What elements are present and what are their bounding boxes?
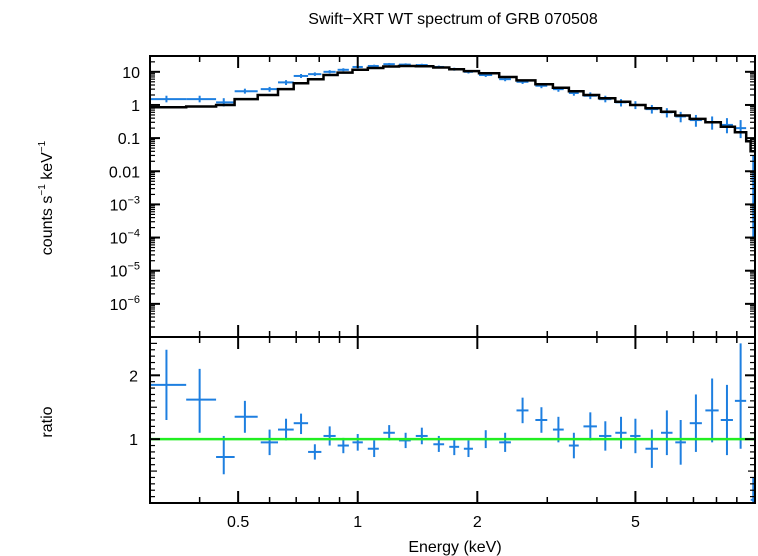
ratio-point-12 [383, 425, 395, 441]
ratio-point-17 [463, 440, 473, 458]
x-tick-label-2: 2 [473, 514, 482, 531]
spectrum-y-tick-label-base-5: 10 [110, 231, 128, 248]
ratio-point-34 [734, 343, 747, 449]
ratio-point-0 [150, 349, 187, 420]
spectrum-point-31 [689, 114, 702, 127]
ratio-point-4 [260, 429, 279, 456]
spectrum-point-1 [186, 95, 217, 103]
ratio-point-21 [535, 407, 548, 433]
ratio-point-3 [234, 400, 258, 433]
x-tick-label-1: 1 [353, 514, 362, 531]
ratio-point-9 [337, 437, 349, 454]
ratio-point-2 [216, 435, 235, 475]
spectrum-y-tick-label-1: 1 [131, 98, 140, 115]
ratio-point-8 [323, 426, 336, 446]
ratio-point-13 [398, 432, 411, 449]
chart-title: Swift−XRT WT spectrum of GRB 070508 [308, 11, 598, 28]
spectrum-y-tick-label-base-6: 10 [110, 264, 128, 281]
ratio-point-5 [278, 418, 294, 441]
spectrum-y-axis-label: counts s−1 keV−1 [37, 140, 56, 255]
spectrum-data-series [150, 62, 755, 238]
spectrum-y-tick-label-exp-5: −4 [127, 228, 140, 240]
ratio-y-axis-label: ratio [39, 406, 56, 437]
ratio-point-20 [516, 397, 529, 424]
spectrum-y-tick-label-exp-7: −6 [127, 294, 140, 306]
x-axis-label: Energy (keV) [408, 539, 501, 556]
ratio-point-24 [583, 412, 597, 441]
spectrum-point-9 [337, 68, 349, 72]
spectrum-ticks [149, 55, 755, 338]
spectrum-point-3 [234, 88, 258, 94]
spectrum-y-tick-label-7: 10−6 [110, 294, 140, 314]
y-label-part-1: counts s [39, 196, 56, 256]
model-step-line [150, 64, 755, 153]
y-label-exp-2: −1 [37, 140, 48, 152]
ratio-point-10 [352, 434, 363, 451]
ratio-point-25 [599, 421, 612, 451]
spectrum-point-12 [383, 62, 395, 66]
ratio-point-29 [661, 410, 673, 456]
ratio-ticks [149, 337, 755, 503]
spectrum-y-tick-label-4: 10−3 [110, 194, 140, 214]
x-tick-label-3: 5 [631, 514, 640, 531]
ratio-data-series [150, 343, 755, 503]
ratio-point-31 [689, 394, 702, 452]
ratio-point-14 [415, 427, 428, 445]
spectrum-y-tick-label-2: 0.1 [118, 131, 140, 148]
spectrum-point-5 [278, 80, 294, 86]
x-tick-label-0: 0.5 [227, 514, 249, 531]
ratio-point-30 [675, 420, 686, 465]
spectrum-y-tick-label-6: 10−5 [110, 261, 140, 281]
ratio-point-11 [367, 440, 379, 458]
ratio-point-7 [308, 444, 322, 460]
ratio-point-33 [720, 384, 733, 456]
ratio-panel: 12 0.5 1 2 5 [129, 336, 756, 531]
ratio-y-tick-label-1: 2 [129, 368, 138, 385]
spectrum-y-tick-label-base-4: 10 [110, 197, 128, 214]
spectrum-point-6 [293, 73, 309, 79]
spectrum-y-tick-label-0: 10 [122, 65, 140, 82]
ratio-panel-frame [149, 336, 756, 504]
y-label-part-2: keV [39, 152, 56, 184]
ratio-point-26 [615, 416, 627, 449]
spectrum-y-tick-label-exp-4: −3 [127, 194, 140, 206]
spectrum-point-8 [323, 70, 336, 74]
spectrum-point-34 [734, 120, 747, 139]
spectrum-y-tick-label-3: 0.01 [109, 164, 140, 181]
spectrum-point-4 [260, 86, 279, 92]
spectrum-point-30 [675, 111, 686, 123]
x-tick-labels: 0.5 1 2 5 [227, 514, 640, 531]
spectrum-point-7 [308, 72, 322, 76]
ratio-y-tick-labels: 12 [129, 368, 138, 449]
ratio-point-28 [645, 429, 659, 468]
y-label-exp-1: −1 [37, 184, 48, 196]
ratio-y-tick-label-0: 1 [129, 432, 138, 449]
ratio-point-23 [568, 432, 579, 459]
spectrum-y-tick-label-5: 10−4 [110, 228, 140, 248]
ratio-point-1 [186, 368, 217, 433]
ratio-point-19 [499, 432, 511, 452]
spectrum-y-tick-label-base-7: 10 [110, 297, 128, 314]
ratio-point-27 [630, 418, 641, 454]
ratio-point-32 [705, 378, 719, 443]
spectrum-point-0 [150, 95, 187, 103]
spectrum-y-tick-label-exp-6: −5 [127, 261, 140, 273]
ratio-point-16 [449, 439, 460, 456]
ratio-point-6 [293, 413, 309, 435]
